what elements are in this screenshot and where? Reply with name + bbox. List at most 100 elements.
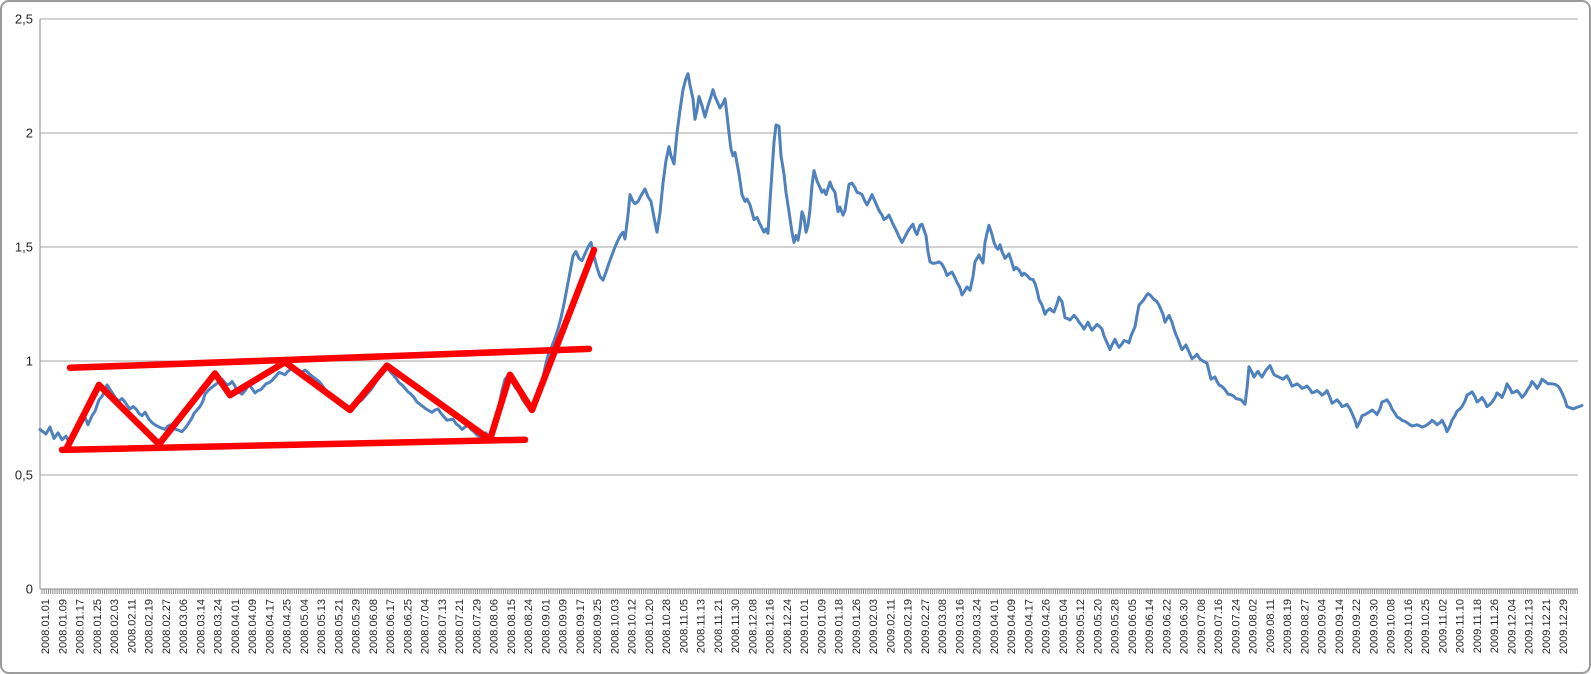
x-tick-label: 2009.11.10 [1455, 599, 1467, 653]
x-tick-label: 2009.12.29 [1558, 599, 1570, 654]
x-tick-label: 2009.01.01 [799, 599, 811, 654]
x-tick-label: 2009.01.18 [834, 599, 846, 654]
price-series-line [38, 72, 1584, 444]
x-tick-label: 2008.01.09 [57, 599, 69, 654]
x-tick-label: 2008.06.17 [385, 599, 397, 654]
upper-trendline [66, 345, 593, 372]
x-tick-label: 2008.10.20 [644, 599, 656, 654]
x-tick-label: 2009.09.22 [1351, 599, 1363, 654]
x-tick-label: 2009.10.08 [1386, 599, 1398, 654]
x-tick-label: 2009.09.30 [1368, 599, 1380, 654]
x-tick-label: 2009.08.27 [1299, 599, 1311, 654]
x-tick-label: 2009.01.26 [851, 599, 863, 654]
x-tick-label: 2008.05.29 [351, 599, 363, 654]
x-tick-label: 2009.07.24 [1230, 599, 1242, 654]
x-tick-label: 2009.08.19 [1282, 599, 1294, 654]
gridlines [40, 18, 1578, 590]
x-tick-label: 2009.10.16 [1403, 599, 1415, 654]
x-tick-label: 2009.04.17 [1023, 599, 1035, 654]
x-tick-label: 2009.05.28 [1110, 599, 1122, 654]
x-tick-label: 2008.09.17 [575, 599, 587, 654]
x-tick-label: 2008.04.09 [247, 599, 259, 654]
x-tick-label: 2008.07.29 [471, 599, 483, 654]
x-tick-label: 2009.03.16 [954, 599, 966, 654]
x-tick-label: 2009.03.08 [937, 599, 949, 654]
x-tick-label: 2009.02.27 [920, 599, 932, 654]
x-tick-label: 2009.05.20 [1092, 599, 1104, 654]
x-tick-label: 2009.02.11 [885, 599, 897, 653]
x-tick-label: 2008.10.03 [609, 599, 621, 654]
x-tick-label: 2009.06.14 [1144, 599, 1156, 654]
x-tick-label: 2008.04.25 [282, 599, 294, 654]
x-tick-label: 2009.09.14 [1334, 599, 1346, 654]
x-tick-label: 2008.03.06 [178, 599, 190, 654]
y-tick-label: 0 [26, 582, 33, 597]
x-tick-label: 2008.11.05 [678, 599, 690, 653]
x-tick-label: 2008.08.15 [506, 599, 518, 654]
x-tick-label: 2008.12.24 [782, 599, 794, 654]
x-tick-label: 2008.07.04 [420, 599, 432, 654]
x-tick-label: 2009.05.12 [1075, 599, 1087, 654]
x-minor-ticks [41, 589, 1578, 594]
series-price [38, 72, 1584, 444]
y-tick-label: 1,5 [15, 240, 33, 255]
x-tick-label: 2008.03.14 [195, 599, 207, 654]
x-tick-label: 2008.01.01 [40, 599, 52, 654]
x-tick-label: 2008.12.08 [747, 599, 759, 654]
x-tick-label: 2008.11.13 [696, 599, 708, 653]
y-tick-label: 1 [26, 354, 33, 369]
x-tick-label: 2008.01.25 [92, 599, 104, 654]
x-tick-label: 2009.06.22 [1161, 599, 1173, 654]
x-tick-label: 2008.10.28 [661, 599, 673, 654]
x-tick-label: 2009.12.04 [1506, 599, 1518, 654]
x-tick-label: 2008.02.27 [161, 599, 173, 654]
x-tick-label: 2009.06.30 [1179, 599, 1191, 654]
x-tick-label: 2009.09.04 [1317, 599, 1329, 654]
x-tick-label: 2009.01.09 [816, 599, 828, 654]
x-tick-label: 2009.12.21 [1541, 599, 1553, 654]
lower-trendline [58, 436, 529, 454]
y-tick-label: 0,5 [15, 468, 33, 483]
x-tick-label: 2008.11.21 [713, 599, 725, 653]
x-tick-label: 2009.07.16 [1213, 599, 1225, 654]
x-tick-label: 2008.07.21 [454, 599, 466, 654]
zigzag-flag-pattern [63, 246, 598, 451]
x-tick-label: 2008.01.17 [75, 599, 87, 654]
x-tick-label: 2008.06.08 [368, 599, 380, 654]
x-tick-label: 2009.02.03 [868, 599, 880, 654]
y-tick-label: 2,5 [15, 12, 33, 27]
x-tick-label: 2009.06.05 [1127, 599, 1139, 654]
x-tick-label: 2008.09.25 [592, 599, 604, 654]
x-tick-label: 2008.02.11 [126, 599, 138, 653]
x-tick-label: 2008.05.04 [299, 599, 311, 654]
x-tick-label: 2009.08.11 [1265, 599, 1277, 653]
x-tick-label: 2009.07.08 [1196, 599, 1208, 654]
x-tick-label: 2009.11.02 [1437, 599, 1449, 653]
x-tick-label: 2008.02.19 [144, 599, 156, 654]
x-tick-label: 2008.09.01 [540, 599, 552, 654]
trendline-annotations [58, 246, 598, 454]
x-tick-label: 2009.04.26 [1041, 599, 1053, 654]
x-tick-label: 2008.07.13 [437, 599, 449, 654]
x-tick-label: 2008.08.24 [523, 599, 535, 654]
x-tick-label: 2008.09.09 [558, 599, 570, 654]
x-tick-label: 2008.05.13 [316, 599, 328, 654]
x-tick-label: 2008.04.01 [230, 599, 242, 654]
x-tick-label: 2008.04.17 [264, 599, 276, 654]
x-tick-label: 2009.08.02 [1248, 599, 1260, 654]
x-tick-label: 2008.12.16 [765, 599, 777, 654]
x-tick-label: 2008.06.25 [402, 599, 414, 654]
x-tick-label: 2009.04.09 [1006, 599, 1018, 654]
x-tick-label: 2009.03.24 [972, 599, 984, 654]
x-tick-label: 2008.02.03 [109, 599, 121, 654]
x-tick-label: 2009.02.19 [903, 599, 915, 654]
y-tick-label: 2 [26, 126, 33, 141]
x-tick-label: 2008.10.12 [627, 599, 639, 654]
x-tick-label: 2008.03.24 [213, 599, 225, 654]
x-tick-label: 2008.05.21 [333, 599, 345, 654]
x-tick-label: 2009.10.25 [1420, 599, 1432, 654]
x-tick-label: 2009.04.01 [989, 599, 1001, 654]
x-axis-labels: 2008.01.01 2008.01.09 2008.01.17 2008.01.25… [40, 599, 1570, 654]
